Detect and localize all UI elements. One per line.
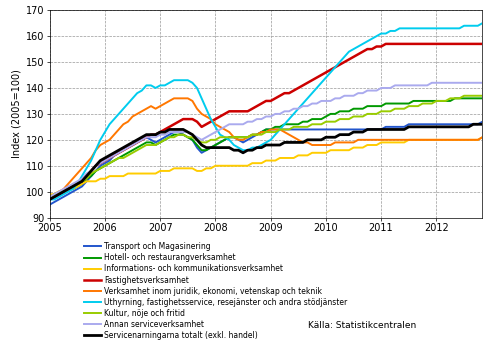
Legend: Transport och Magasinering, Hotell- och restaurangverksamhet, Informations- och : Transport och Magasinering, Hotell- och …	[84, 242, 348, 340]
Y-axis label: Index (2005=100): Index (2005=100)	[11, 69, 21, 158]
Text: Källa: Statistikcentralen: Källa: Statistikcentralen	[308, 321, 416, 330]
